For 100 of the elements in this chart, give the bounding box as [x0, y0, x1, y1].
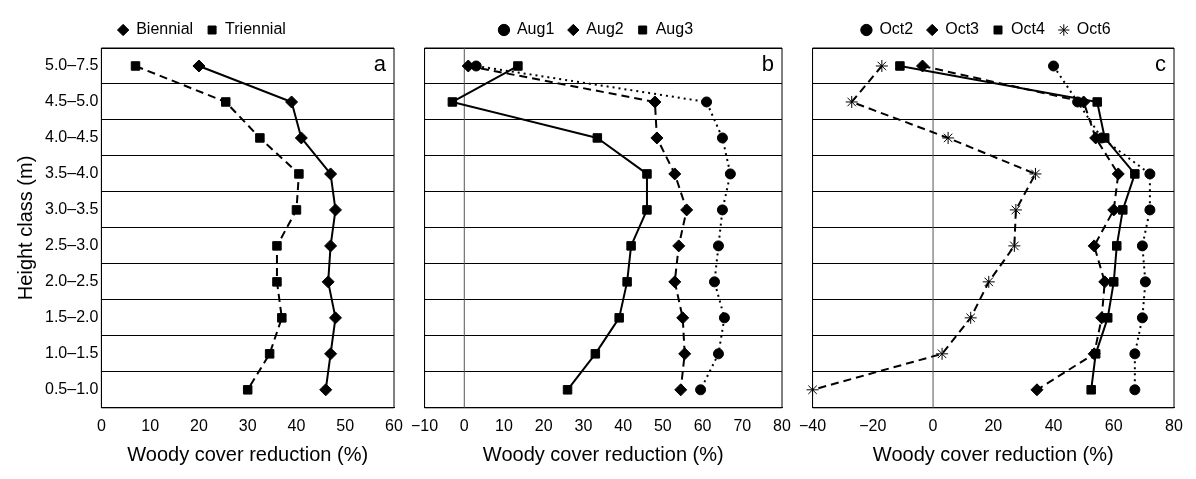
y-tick-label: 4.5–5.0 [44, 92, 99, 110]
x-tick-label: 20 [534, 416, 553, 434]
x-tick-label: 50 [653, 416, 672, 434]
point [708, 276, 720, 288]
point [221, 97, 231, 107]
x-tick-label: 30 [238, 416, 257, 434]
point [264, 349, 275, 359]
point [676, 311, 690, 325]
y-tick-label: 1.5–2.0 [44, 308, 99, 326]
x-tick-label: 0 [459, 416, 469, 434]
point [1144, 168, 1156, 180]
legend-label: Oct4 [1011, 20, 1045, 38]
point [277, 313, 287, 323]
point [470, 60, 482, 72]
point [680, 203, 694, 217]
point [724, 168, 736, 180]
x-tick-label: −10 [411, 416, 439, 434]
point [513, 61, 523, 71]
legend-label: Aug3 [655, 20, 694, 38]
x-tick-label: 40 [1044, 416, 1063, 434]
legend-label: Oct6 [1076, 20, 1111, 38]
x-axis-title: Woody cover reduction (%) [127, 442, 369, 465]
legend-label: Biennial [136, 20, 194, 38]
x-tick-label: 80 [1165, 416, 1183, 434]
point [716, 204, 728, 216]
y-tick-label: 5.0–7.5 [44, 56, 99, 74]
point [718, 312, 730, 324]
x-axis-title: Woody cover reduction (%) [482, 442, 724, 465]
point [1107, 203, 1121, 217]
point [806, 383, 820, 397]
point [447, 97, 458, 107]
point [1136, 312, 1148, 324]
x-tick-label: 20 [190, 416, 208, 434]
x-tick-label: 10 [141, 416, 160, 434]
point [712, 348, 724, 360]
point [622, 277, 632, 287]
point [1111, 167, 1125, 181]
point [272, 241, 282, 251]
x-tick-label: 40 [614, 416, 633, 434]
annotation: b [761, 51, 774, 77]
point [1129, 384, 1141, 396]
legend-label: Oct2 [879, 20, 914, 38]
x-tick-label: 80 [773, 416, 791, 434]
point [1144, 204, 1156, 216]
point [562, 385, 573, 395]
point [712, 240, 724, 252]
point [672, 239, 686, 253]
point [695, 384, 707, 396]
point [319, 383, 333, 397]
y-tick-label: 1.0–1.5 [44, 344, 99, 362]
x-tick-label: 60 [1104, 416, 1123, 434]
annotation: a [373, 51, 387, 77]
point [614, 313, 624, 323]
x-tick-label: 40 [287, 416, 306, 434]
point [1139, 276, 1151, 288]
point [648, 95, 662, 109]
point [592, 133, 603, 143]
point [642, 169, 652, 179]
point [935, 347, 949, 361]
point [626, 241, 636, 251]
point [1112, 241, 1122, 251]
point [875, 59, 889, 73]
y-tick-label: 3.0–3.5 [44, 200, 99, 218]
point [130, 61, 141, 71]
point [1087, 239, 1101, 253]
x-tick-label: 20 [984, 416, 1003, 434]
point [916, 59, 930, 73]
point [668, 167, 682, 181]
x-tick-label: 60 [385, 416, 403, 434]
x-tick-label: 50 [336, 416, 355, 434]
annotation: c [1155, 51, 1166, 77]
point [1092, 97, 1102, 107]
point [242, 385, 253, 395]
point [1030, 383, 1044, 397]
legend-label: Oct3 [945, 20, 980, 38]
y-axis-title: Height class (m) [13, 155, 36, 301]
legend-label: Triennial [225, 20, 286, 38]
point [650, 131, 664, 145]
x-tick-label: −40 [799, 416, 827, 434]
point [255, 133, 265, 143]
point [294, 131, 308, 145]
point [324, 239, 338, 253]
point [294, 169, 304, 179]
point [1136, 240, 1148, 252]
point [1109, 277, 1119, 287]
point [1048, 60, 1060, 72]
point [328, 311, 342, 325]
point [895, 61, 905, 71]
x-tick-label: 70 [733, 416, 752, 434]
point [1118, 205, 1128, 215]
point [1009, 203, 1023, 217]
x-axis-title: Woody cover reduction (%) [872, 442, 1114, 465]
point [964, 311, 978, 325]
point [590, 349, 601, 359]
point [285, 95, 299, 109]
x-tick-label: 0 [96, 416, 106, 434]
x-tick-label: 60 [693, 416, 712, 434]
point [678, 347, 692, 361]
point [701, 96, 713, 108]
x-tick-label: −20 [859, 416, 887, 434]
